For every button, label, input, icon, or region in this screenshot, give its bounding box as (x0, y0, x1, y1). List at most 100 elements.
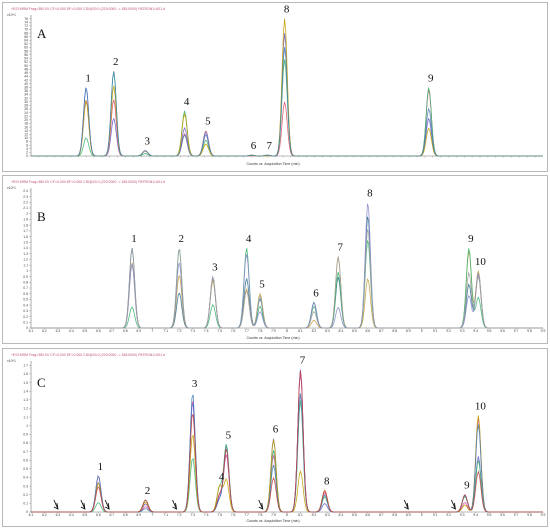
peak-label-4: 4 (246, 233, 252, 245)
peak-label-10: 10 (475, 400, 487, 412)
peak-label-3: 3 (144, 136, 150, 148)
y-tick-label: 44 (24, 75, 28, 79)
peak-label-3: 3 (212, 262, 218, 274)
y-tick-label: 0.4 (23, 476, 28, 480)
x-tick-label: 9.8 (527, 513, 532, 517)
peak-label-2: 2 (145, 485, 151, 497)
y-tick-label: 14 (24, 129, 28, 133)
y-tick-label: 0.7 (23, 286, 28, 290)
peak-label-7: 7 (267, 140, 273, 152)
chart-a-svg: +ESI MRM Frag=380.0V CF=0.000 DF=0.000 C… (7, 4, 543, 166)
x-tick-label: 6.3 (56, 329, 61, 333)
trace-series-6 (31, 371, 543, 513)
y-tick-label: 6 (26, 143, 28, 147)
y-tick-label: 48 (24, 67, 28, 71)
x-tick-label: 6.6 (96, 329, 101, 333)
x-tick-label: 6.1 (29, 329, 34, 333)
x-tick-label: 7.5 (217, 513, 222, 517)
trace-series-5 (31, 47, 543, 157)
arrow-marker (451, 499, 457, 510)
y-tick-label: 54 (24, 57, 28, 61)
x-tick-label: 9.7 (514, 513, 519, 517)
trace-series-4 (31, 203, 543, 329)
x-tick-label: 6.6 (96, 513, 101, 517)
y-tick-label: 36 (24, 89, 28, 93)
y-tick-label: 0.8 (23, 280, 28, 284)
x-tick-label: 9.4 (473, 329, 478, 333)
chromatogram-panel-c: +ESI MRM Frag=380.0V CF=0.000 DF=0.000 C… (2, 348, 548, 527)
x-tick-label: 7.8 (258, 329, 263, 333)
chromatogram-panel-b: +ESI MRM Frag=380.0V CF=0.000 DF=0.000 C… (2, 175, 548, 344)
arrow-marker (53, 499, 59, 510)
x-tick-label: 9 (421, 513, 423, 517)
peak-label-6: 6 (251, 140, 257, 152)
y-tick-label: 0.3 (23, 484, 28, 488)
arrow-marker (104, 499, 110, 510)
peak-label-3: 3 (192, 378, 198, 390)
x-tick-label: 7.1 (163, 513, 168, 517)
x-tick-label: 8.9 (406, 513, 411, 517)
y-tick-label: 30 (24, 100, 28, 104)
x-tick-label: 6.8 (123, 329, 128, 333)
y-tick-label: 24 (24, 111, 28, 115)
y-tick-label: 46 (24, 71, 28, 75)
x-tick-label: 9.6 (500, 329, 505, 333)
y-tick-label: 0.1 (23, 502, 28, 506)
y-tick-label: 1 (26, 269, 28, 273)
peak-label-5: 5 (205, 116, 211, 128)
x-tick-label: 6.1 (29, 513, 34, 517)
y-tick-label: 1.6 (23, 372, 28, 376)
x-tick-label: 7.2 (177, 329, 182, 333)
y-tick-label: 0.5 (23, 298, 28, 302)
chart-a-header: +ESI MRM Frag=380.0V CF=0.000 DF=0.000 C… (11, 7, 165, 11)
chart-c-header: +ESI MRM Frag=380.0V CF=0.000 DF=0.000 C… (11, 353, 165, 357)
y-tick-label: 72 (24, 24, 28, 28)
y-tick-label: 2.4 (23, 189, 28, 193)
chart-a-xlabel: Counts vs. Acquisition Time (min) (246, 162, 299, 166)
trace-series-5 (31, 393, 543, 513)
y-tick-label: 1.3 (23, 398, 28, 402)
y-tick-label: 1.6 (23, 235, 28, 239)
arrow-marker (172, 499, 178, 510)
y-tick-label: 2.1 (23, 206, 28, 210)
x-tick-label: 9.5 (487, 329, 492, 333)
x-tick-label: 9.4 (473, 513, 478, 517)
y-tick-label: 26 (24, 107, 28, 111)
y-tick-label: 0.2 (23, 493, 28, 497)
peak-label-5: 5 (226, 430, 232, 442)
x-tick-label: 6.2 (42, 329, 47, 333)
peak-label-6: 6 (273, 424, 279, 436)
peak-label-9: 9 (428, 72, 434, 84)
peak-label-4: 4 (184, 96, 190, 108)
x-tick-label: 8.6 (365, 513, 370, 517)
x-tick-label: 9.5 (487, 513, 492, 517)
x-tick-label: 9.1 (433, 329, 438, 333)
x-tick-label: 7.8 (258, 513, 263, 517)
y-tick-label: 16 (24, 125, 28, 129)
y-tick-label: 1.5 (23, 381, 28, 385)
x-tick-label: 6.9 (136, 513, 141, 517)
peak-label-7: 7 (300, 355, 306, 367)
peak-label-8: 8 (284, 4, 290, 16)
x-tick-label: 7.9 (271, 329, 276, 333)
y-tick-label: 0.1 (23, 320, 28, 324)
peak-label-2: 2 (178, 233, 184, 245)
y-tick-label: 1.8 (23, 223, 28, 227)
trace-series-2 (31, 251, 543, 329)
x-tick-label: 8 (286, 329, 288, 333)
y-tick-label: 1.2 (23, 258, 28, 262)
chart-b-xlabel: Counts vs. Acquisition Time (min) (246, 336, 299, 340)
y-tick-label: 2 (26, 151, 28, 155)
y-tick-label: 34 (24, 93, 28, 97)
y-tick-label: 0.5 (23, 467, 28, 471)
y-tick-label: 40 (24, 82, 28, 86)
y-tick-label: 2.2 (23, 200, 28, 204)
x-tick-label: 7.7 (244, 329, 249, 333)
y-tick-label: 12 (24, 133, 28, 137)
y-tick-label: 1.1 (23, 415, 28, 419)
x-tick-label: 8.3 (325, 513, 330, 517)
x-tick-label: 7.1 (163, 329, 168, 333)
chart-c-xlabel: Counts vs. Acquisition Time (min) (246, 519, 299, 523)
x-tick-label: 9.9 (541, 329, 546, 333)
trace-series-5 (31, 229, 543, 329)
